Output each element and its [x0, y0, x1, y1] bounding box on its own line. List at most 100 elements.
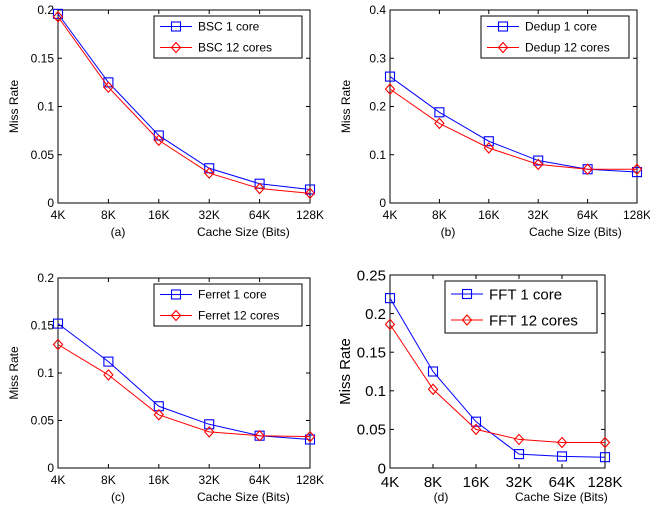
legend-label: Ferret 1 core: [198, 288, 267, 302]
x-tick-label: 64K: [577, 208, 598, 222]
data-point-series-2: [599, 436, 611, 449]
y-tick-label: 0.2: [37, 3, 54, 17]
chart-panel-1: 0 0.05 0.1 0.15 0.2 4K 8K 16K 32K 64K 128K Miss Rat…: [7, 3, 324, 239]
x-tick-label: 32K: [506, 474, 533, 491]
data-point-series-1: [384, 71, 396, 82]
series-line-2: [389, 324, 605, 444]
x-tick-label: 64K: [549, 474, 576, 491]
x-tick-label: 8K: [101, 473, 116, 487]
legend-box: [153, 283, 303, 327]
data-point-series-1: [533, 155, 544, 166]
y-tick-label: 0: [47, 461, 54, 475]
data-point-series-2: [52, 338, 64, 351]
legend-marker: [497, 21, 509, 32]
data-point-series-2: [153, 134, 165, 147]
x-tick-label: 32K: [199, 208, 220, 222]
series-line-2: [57, 344, 311, 438]
data-point-series-1: [556, 451, 568, 462]
y-tick-label: 0.1: [365, 383, 386, 400]
data-point-series-1: [599, 452, 611, 463]
data-point-series-2: [427, 383, 439, 396]
legend-label: Ferret 12 cores: [198, 309, 279, 323]
y-tick-label: 0.2: [37, 271, 54, 285]
data-point-series-1: [470, 416, 482, 427]
data-point-series-1: [427, 366, 439, 377]
data-point-series-1: [434, 107, 445, 118]
legend-box: [480, 15, 630, 59]
y-tick-label: 0.15: [31, 319, 55, 333]
data-point-series-1: [103, 356, 114, 367]
y-tick-label: 0.05: [31, 414, 55, 428]
x-tick-label: 32K: [199, 473, 220, 487]
legend-marker: [461, 288, 473, 300]
chart-panel-4: 0 0.05 0.1 0.15 0.2 0.25 4K 8K 16K 32K 64K 128K Miss…: [337, 267, 623, 504]
data-point-series-1: [52, 318, 64, 329]
y-tick-label: 0.1: [369, 148, 386, 162]
series-line-1: [389, 297, 606, 458]
data-point-series-2: [631, 163, 643, 176]
x-axis-label: Cache Size (Bits): [529, 225, 622, 239]
x-tick-label: 8K: [424, 474, 442, 491]
data-point-series-2: [203, 426, 215, 438]
data-point-series-2: [556, 436, 568, 449]
data-point-series-2: [103, 81, 114, 94]
data-point-series-1: [631, 167, 643, 178]
data-point-series-1: [483, 136, 494, 147]
data-point-series-2: [513, 433, 525, 446]
chart-panel-3: 0 0.05 0.1 0.15 0.2 4K 8K 16K 32K 64K 128K Miss Rat…: [7, 271, 324, 504]
y-tick-label: 0.4: [369, 3, 386, 17]
panel-caption: (a): [111, 225, 126, 239]
y-axis-label: Miss Rate: [339, 80, 353, 134]
data-point-series-2: [384, 83, 396, 95]
x-tick-label: 64K: [249, 473, 270, 487]
x-axis-label: Cache Size (Bits): [197, 225, 290, 239]
panel-caption: (b): [441, 225, 456, 239]
chart-panel-2: 0 0.1 0.2 0.3 0.4 4K 8K 16K 32K 64K 128K Miss Rate (…: [339, 3, 650, 239]
panel-caption: (c): [111, 490, 125, 504]
y-tick-label: 0.3: [369, 51, 386, 65]
y-tick-label: 0.15: [357, 345, 386, 362]
x-tick-label: 4K: [383, 208, 398, 222]
data-point-series-2: [470, 423, 482, 436]
legend-marker: [170, 309, 182, 322]
data-point-series-2: [304, 187, 316, 200]
data-point-series-2: [304, 430, 316, 443]
y-tick-label: 0.1: [37, 100, 54, 114]
x-axis-label: Cache Size (Bits): [197, 490, 290, 504]
y-tick-label: 0.1: [37, 366, 54, 380]
data-point-series-1: [513, 449, 525, 460]
x-tick-label: 64K: [249, 208, 270, 222]
y-axis-label: Miss Rate: [7, 346, 21, 400]
y-tick-label: 0: [379, 196, 386, 210]
y-axis-label: Miss Rate: [7, 80, 21, 134]
legend-label: Dedup 1 core: [525, 20, 597, 34]
x-tick-label: 8K: [101, 208, 116, 222]
data-point-series-2: [254, 429, 265, 442]
x-tick-label: 128K: [296, 208, 324, 222]
data-point-series-1: [153, 401, 164, 412]
legend-marker: [170, 41, 182, 54]
series-line-2: [389, 88, 637, 170]
x-tick-label: 16K: [478, 208, 499, 222]
y-tick-label: 0.2: [365, 306, 386, 323]
x-tick-label: 4K: [381, 474, 399, 491]
legend-label: FFT 1 core: [489, 286, 562, 303]
data-point-series-2: [483, 142, 495, 154]
legend-marker: [497, 41, 509, 54]
legend-label: BSC 12 cores: [198, 41, 272, 55]
data-point-series-2: [434, 117, 445, 130]
x-tick-label: 128K: [296, 473, 324, 487]
data-point-series-2: [52, 10, 64, 23]
x-axis-label: Cache Size (Bits): [515, 490, 608, 504]
data-point-series-1: [384, 293, 396, 304]
series-line-2: [57, 16, 311, 194]
y-tick-label: 0.25: [357, 267, 386, 284]
x-tick-label: 4K: [51, 473, 66, 487]
y-tick-label: 0.05: [357, 422, 386, 439]
data-point-series-2: [103, 369, 114, 381]
x-tick-label: 4K: [51, 208, 66, 222]
data-point-series-1: [304, 434, 316, 445]
x-tick-label: 8K: [432, 208, 447, 222]
legend-marker: [461, 314, 473, 326]
